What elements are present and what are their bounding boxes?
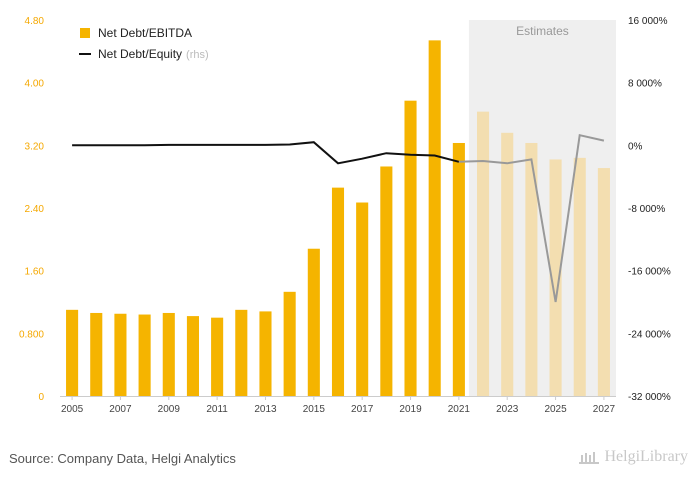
x-tick-label: 2015 bbox=[303, 404, 326, 415]
source-text: Source: Company Data, Helgi Analytics bbox=[9, 451, 236, 466]
bar-2010 bbox=[186, 316, 199, 396]
bar-2023 bbox=[501, 132, 514, 397]
y-left-tick-label: 3.20 bbox=[25, 141, 45, 152]
bar-2009 bbox=[162, 312, 175, 396]
y-left-tick-label: 2.40 bbox=[25, 204, 45, 215]
legend-line-label: Net Debt/Equity (rhs) bbox=[98, 47, 209, 61]
bar-2021 bbox=[452, 142, 465, 396]
bar-2006 bbox=[90, 312, 103, 396]
y-left-tick-label: 0.800 bbox=[19, 329, 44, 340]
bar-2011 bbox=[211, 317, 224, 396]
x-tick-label: 2021 bbox=[448, 404, 471, 415]
bar-2007 bbox=[114, 313, 127, 396]
y-left-tick-label: 4.00 bbox=[25, 79, 45, 90]
y-right-tick-label: 8 000% bbox=[628, 79, 662, 90]
legend-bar-swatch bbox=[80, 28, 90, 38]
library-building-icon bbox=[579, 452, 600, 464]
x-tick-label: 2007 bbox=[109, 404, 132, 415]
bar-2025 bbox=[549, 159, 562, 396]
bar-2018 bbox=[380, 166, 393, 396]
bar-2027 bbox=[597, 168, 610, 396]
bar-2024 bbox=[525, 142, 538, 396]
x-tick-label: 2011 bbox=[206, 404, 228, 415]
y-right-tick-label: -24 000% bbox=[628, 329, 671, 340]
chart: 0 0.800 1.60 2.40 3.20 4.00 4.80 -32 000% -24 00… bbox=[19, 16, 671, 415]
y-right-tick-label: -32 000% bbox=[628, 392, 671, 403]
x-tick-label: 2025 bbox=[544, 404, 567, 415]
bar-2020 bbox=[428, 40, 441, 396]
estimates-band bbox=[468, 20, 616, 396]
x-tick-label: 2013 bbox=[254, 404, 277, 415]
x-tick-label: 2005 bbox=[61, 404, 84, 415]
bar-2012 bbox=[235, 309, 248, 396]
footer: Source: Company Data, Helgi Analytics He… bbox=[0, 440, 700, 483]
x-tick-label: 2019 bbox=[399, 404, 422, 415]
bar-2015 bbox=[307, 248, 320, 396]
y-right-tick-label: 16 000% bbox=[628, 16, 668, 27]
bar-2019 bbox=[404, 100, 417, 396]
line-series-actual bbox=[72, 141, 460, 165]
bar-2014 bbox=[283, 291, 296, 396]
bar-2005 bbox=[66, 309, 79, 396]
y-left-tick-label: 4.80 bbox=[25, 16, 45, 27]
brand-logo: HelgiLibrary bbox=[578, 448, 688, 466]
y-left-tick-label: 0 bbox=[38, 392, 44, 403]
bar-2016 bbox=[331, 187, 345, 396]
x-tick-label: 2023 bbox=[496, 404, 519, 415]
bar-2022 bbox=[477, 111, 490, 397]
x-tick-label: 2009 bbox=[158, 404, 181, 415]
bar-2013 bbox=[259, 311, 272, 396]
bar-2008 bbox=[138, 314, 151, 396]
x-tick-label: 2017 bbox=[351, 404, 374, 415]
y-right-tick-label: -8 000% bbox=[628, 204, 665, 215]
bar-2017 bbox=[356, 202, 369, 396]
estimates-label: Estimates bbox=[516, 24, 569, 38]
brand-name: HelgiLibrary bbox=[604, 448, 688, 465]
legend: Net Debt/EBITDA Net Debt/Equity (rhs) bbox=[79, 26, 209, 61]
legend-bar-label: Net Debt/EBITDA bbox=[98, 26, 192, 40]
y-right-tick-label: 0% bbox=[628, 141, 643, 152]
y-left-tick-label: 1.60 bbox=[25, 267, 45, 278]
y-right-tick-label: -16 000% bbox=[628, 267, 671, 278]
line-series-estimate bbox=[458, 133, 605, 303]
x-tick-label: 2027 bbox=[593, 404, 616, 415]
bar-2026 bbox=[573, 157, 586, 396]
